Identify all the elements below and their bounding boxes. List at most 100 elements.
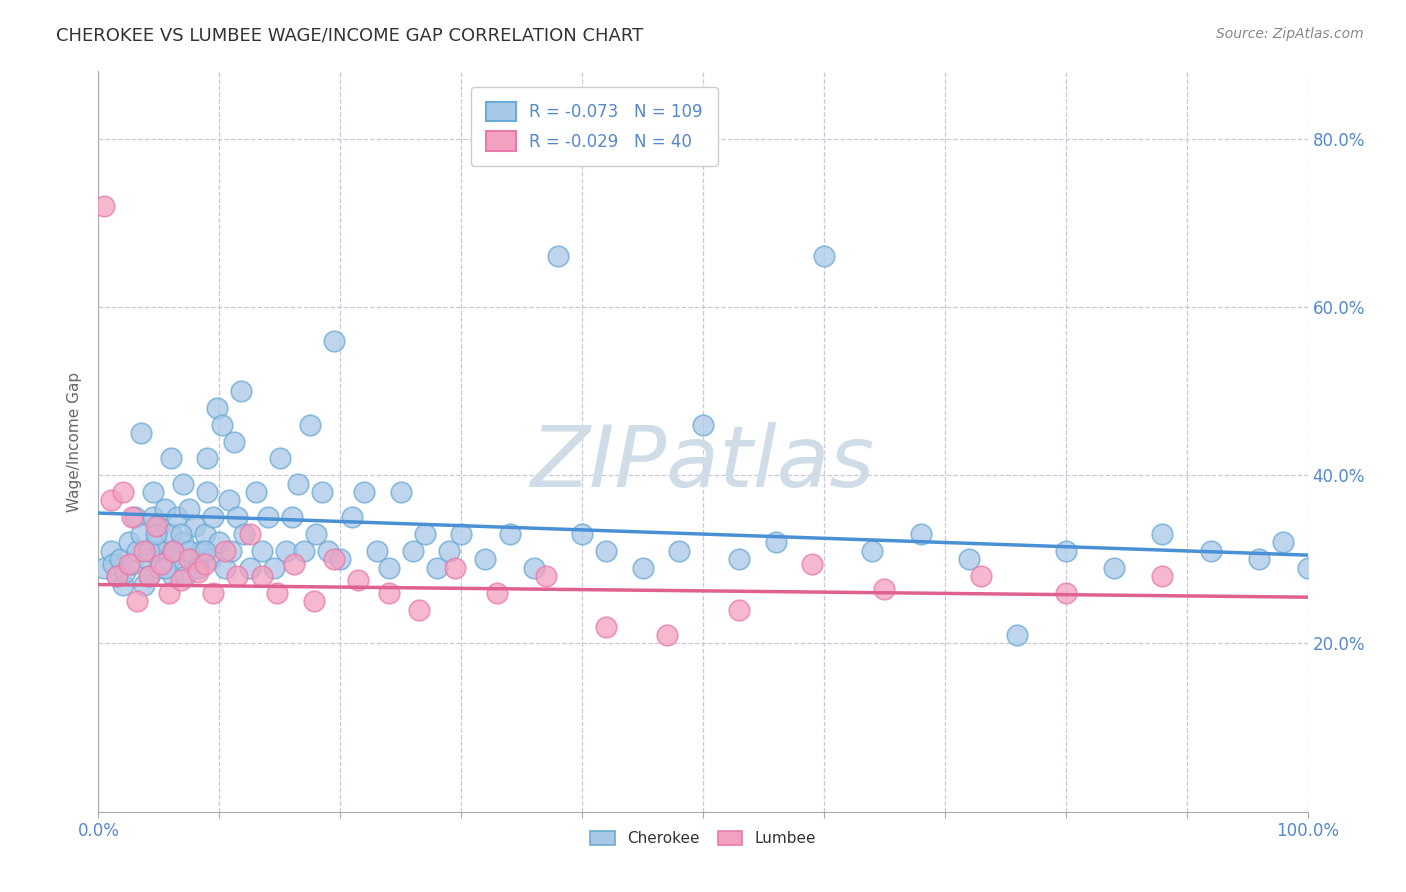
Point (118, 557, 141, 571)
Point (118, 535, 141, 549)
Point (214, 544, 236, 558)
Point (135, 552, 157, 566)
Point (162, 544, 184, 558)
Point (571, 527, 593, 541)
Point (860, 544, 883, 558)
Point (114, 565, 136, 579)
Point (450, 527, 472, 541)
Point (195, 451, 218, 466)
Point (595, 619, 617, 633)
Point (1296, 560, 1319, 574)
Point (202, 510, 225, 524)
Point (728, 603, 751, 617)
Point (157, 586, 180, 600)
Point (218, 493, 240, 508)
Point (179, 552, 201, 566)
Point (160, 451, 183, 466)
Point (100, 544, 122, 558)
Point (129, 426, 152, 441)
Point (813, 249, 835, 264)
Point (221, 544, 243, 558)
Text: ZIPatlas: ZIPatlas (531, 422, 875, 505)
Point (172, 476, 194, 491)
Point (179, 544, 201, 558)
Point (195, 485, 218, 500)
Point (263, 560, 285, 574)
Point (157, 552, 180, 566)
Point (181, 552, 204, 566)
Point (444, 560, 467, 574)
Point (366, 544, 388, 558)
Point (202, 586, 225, 600)
Point (232, 527, 254, 541)
Point (957, 552, 980, 566)
Legend: Cherokee, Lumbee: Cherokee, Lumbee (583, 824, 823, 852)
Point (342, 510, 364, 524)
Text: Source: ZipAtlas.com: Source: ZipAtlas.com (1216, 27, 1364, 41)
Point (229, 384, 252, 398)
Point (1272, 535, 1295, 549)
Point (311, 485, 333, 500)
Point (150, 544, 173, 558)
Point (245, 485, 267, 500)
Point (692, 417, 714, 432)
Point (190, 544, 212, 558)
Point (402, 544, 425, 558)
Point (145, 518, 167, 533)
Point (134, 544, 156, 558)
Point (198, 552, 221, 566)
Point (274, 544, 297, 558)
Point (239, 560, 262, 574)
Point (145, 535, 167, 549)
Point (413, 527, 436, 541)
Point (486, 586, 509, 600)
Point (305, 527, 328, 541)
Point (174, 569, 197, 583)
Point (266, 586, 288, 600)
Point (292, 544, 315, 558)
Point (111, 577, 134, 591)
Point (281, 510, 304, 524)
Point (389, 485, 412, 500)
Point (169, 552, 191, 566)
Point (523, 560, 546, 574)
Point (148, 560, 170, 574)
Point (93, 560, 115, 574)
Point (323, 552, 346, 566)
Point (534, 569, 557, 583)
Point (595, 544, 617, 558)
Point (214, 560, 236, 574)
Point (287, 476, 309, 491)
Point (302, 594, 325, 608)
Point (970, 569, 993, 583)
Point (93, 199, 115, 213)
Point (142, 510, 165, 524)
Point (187, 565, 209, 579)
Text: CHEROKEE VS LUMBEE WAGE/INCOME GAP CORRELATION CHART: CHEROKEE VS LUMBEE WAGE/INCOME GAP CORRE… (56, 27, 644, 45)
Point (121, 510, 143, 524)
Point (222, 434, 245, 449)
Point (150, 557, 173, 571)
Point (299, 417, 322, 432)
Point (153, 501, 176, 516)
Point (1249, 552, 1271, 566)
Point (172, 535, 194, 549)
Point (226, 569, 249, 583)
Point (1152, 527, 1174, 541)
Point (347, 574, 370, 588)
Point (1054, 586, 1077, 600)
Point (208, 535, 231, 549)
Y-axis label: Wage/Income Gap: Wage/Income Gap (67, 371, 83, 512)
Point (138, 569, 160, 583)
Point (1102, 560, 1125, 574)
Point (1007, 628, 1029, 642)
Point (377, 560, 399, 574)
Point (160, 527, 183, 541)
Point (169, 527, 191, 541)
Point (250, 569, 273, 583)
Point (250, 544, 273, 558)
Point (194, 557, 217, 571)
Point (194, 544, 217, 558)
Point (138, 544, 160, 558)
Point (377, 586, 399, 600)
